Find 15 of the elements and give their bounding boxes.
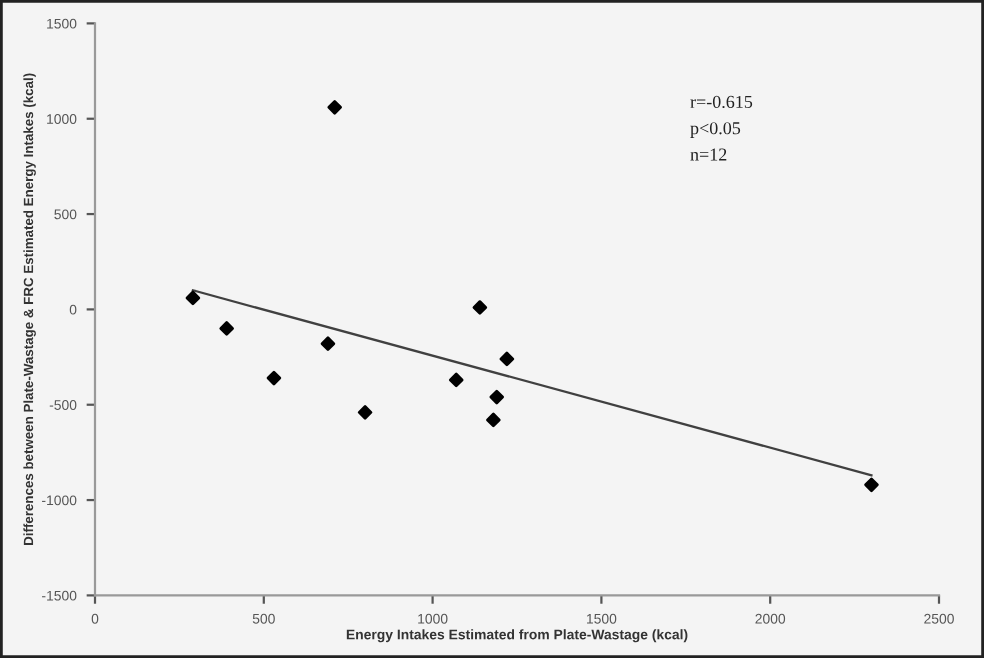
annotation: r=-0.615 (690, 95, 753, 109)
point (185, 290, 201, 306)
point (357, 405, 373, 420)
point (266, 370, 282, 386)
point (489, 389, 505, 405)
point (499, 351, 515, 367)
annotation: n=12 (690, 148, 727, 161)
point (219, 321, 234, 336)
point (486, 412, 501, 428)
point (320, 336, 336, 351)
point (472, 300, 488, 315)
annotation: p<0.05 (690, 122, 741, 138)
point (327, 100, 342, 115)
point (864, 477, 879, 493)
point (448, 372, 464, 388)
